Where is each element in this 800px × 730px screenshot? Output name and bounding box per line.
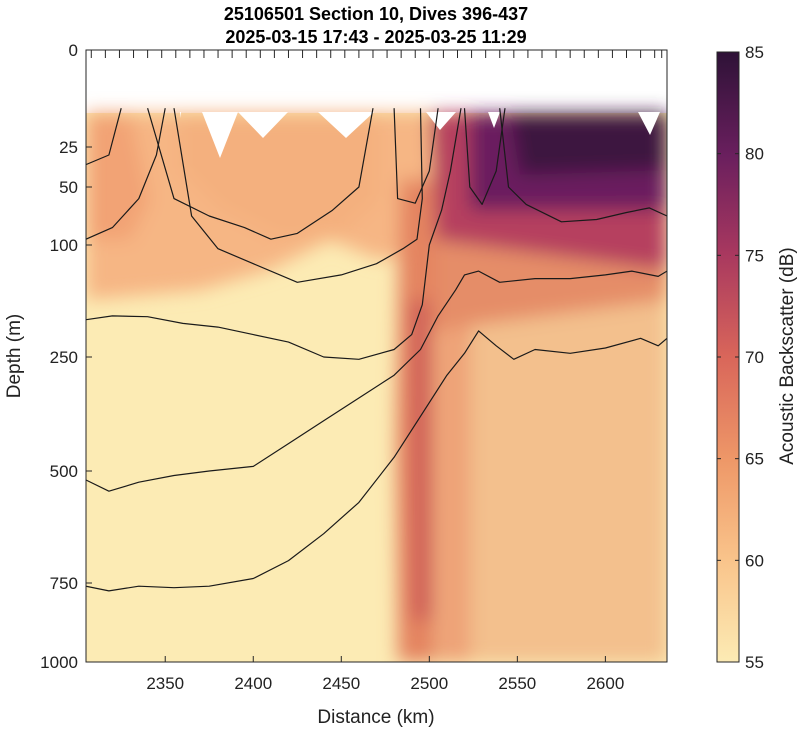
x-tick-label-2500: 2500 bbox=[410, 674, 448, 693]
plot-frame bbox=[85, 49, 668, 663]
y-tick-label-500: 500 bbox=[50, 462, 78, 481]
colorbar-tick-label-75: 75 bbox=[745, 246, 764, 265]
colorbar bbox=[717, 52, 739, 662]
heatmap-region-front-core bbox=[410, 300, 432, 620]
contour-line-4 bbox=[173, 108, 423, 283]
x-tick-label-2400: 2400 bbox=[234, 674, 272, 693]
heatmap-region-deep-east bbox=[436, 240, 667, 662]
y-tick-label-25: 25 bbox=[59, 138, 78, 157]
colorbar-tick-label-65: 65 bbox=[745, 450, 764, 469]
contour-line-6 bbox=[86, 108, 462, 360]
colorbar-tick-label-80: 80 bbox=[745, 145, 764, 164]
contour-line-3 bbox=[86, 108, 166, 240]
heatmap-region-surface-max bbox=[510, 113, 667, 175]
chart-title-line-1: 25106501 Section 10, Dives 396-437 bbox=[224, 4, 528, 24]
no-data-notch-4 bbox=[318, 112, 374, 138]
chart-title-line-2: 2025-03-15 17:43 - 2025-03-25 11:29 bbox=[225, 27, 526, 47]
heatmap-field bbox=[86, 113, 667, 662]
x-tick-label-2550: 2550 bbox=[498, 674, 536, 693]
y-axis: 0 25 50 100 250 500 750 1000 bbox=[40, 41, 92, 672]
colorbar-tick-label-85: 85 bbox=[745, 43, 764, 62]
contour-line-8 bbox=[86, 270, 667, 492]
heatmap-region-deep-streak bbox=[440, 250, 470, 662]
x-axis-label: Distance (km) bbox=[317, 707, 434, 728]
colorbar-tick-label-60: 60 bbox=[745, 551, 764, 570]
y-tick-label-0: 0 bbox=[69, 41, 78, 60]
no-data-notch-1 bbox=[180, 112, 181, 118]
no-data-notch-2 bbox=[202, 112, 238, 158]
contour-line-9 bbox=[86, 330, 667, 592]
x-tick-label-2350: 2350 bbox=[146, 674, 184, 693]
heatmap-region-left-slope bbox=[86, 113, 150, 240]
no-data-notch-6 bbox=[488, 112, 500, 128]
x-axis: 2350 2400 2450 2500 2550 2600 bbox=[146, 656, 624, 693]
colorbar-label: Acoustic Backscatter (dB) bbox=[777, 247, 798, 465]
no-data-notch-7 bbox=[638, 112, 660, 135]
plot-area bbox=[86, 50, 667, 662]
dive-markers bbox=[90, 50, 663, 58]
y-tick-label-1000: 1000 bbox=[40, 653, 78, 672]
y-tick-label-50: 50 bbox=[59, 178, 78, 197]
contour-line-10 bbox=[499, 108, 667, 223]
y-tick-label-750: 750 bbox=[50, 574, 78, 593]
heatmap-region-central-warm bbox=[180, 113, 380, 240]
contour-line-5 bbox=[393, 108, 439, 204]
contour-line-1 bbox=[86, 108, 122, 166]
y-tick-label-100: 100 bbox=[50, 236, 78, 255]
colorbar-tick-label-55: 55 bbox=[745, 653, 764, 672]
colorbar-tick-label-70: 70 bbox=[745, 348, 764, 367]
no-data-notch-3 bbox=[238, 112, 288, 138]
colorbar-ticks: 55 60 65 70 75 80 85 bbox=[717, 43, 764, 672]
y-tick-label-250: 250 bbox=[50, 348, 78, 367]
contour-line-2 bbox=[147, 108, 374, 240]
no-data-notch-5 bbox=[426, 112, 456, 130]
x-tick-label-2450: 2450 bbox=[322, 674, 360, 693]
contour-line-7 bbox=[463, 108, 506, 205]
contour-lines bbox=[86, 108, 667, 592]
x-tick-label-2600: 2600 bbox=[586, 674, 624, 693]
y-axis-label: Depth (m) bbox=[4, 314, 25, 398]
